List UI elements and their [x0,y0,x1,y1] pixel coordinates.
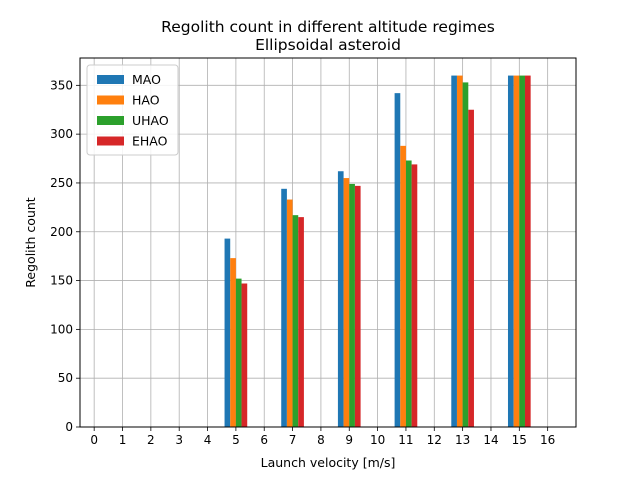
legend-swatch-hao [97,95,124,105]
bar-hao-15 [513,75,520,428]
legend-label-uhao: UHAO [132,113,169,128]
bar-hao-5 [230,258,236,427]
bar-uhao-5 [235,278,242,427]
bar-ehao-15 [524,75,531,428]
legend-label-hao: HAO [132,93,160,108]
legend-swatch-uhao [97,116,124,125]
x-tick-label: 14 [483,433,498,447]
bar-mao-7 [281,188,287,427]
bar-uhao-15 [519,75,525,428]
legend-label-ehao: EHAO [132,134,168,149]
x-tick-label: 8 [317,433,325,447]
y-tick-label: 300 [50,127,73,141]
chart-title: Regolith count in different altitude reg… [161,18,495,36]
y-tick-label: 150 [50,274,73,288]
x-tick-label: 1 [119,433,127,447]
bar-uhao-13 [462,82,469,428]
x-tick-label: 15 [512,433,527,447]
x-tick-label: 10 [370,433,385,447]
bar-ehao-13 [468,109,474,427]
plot-frame [79,57,577,428]
y-tick-label: 50 [58,371,73,385]
bar-mao-11 [394,93,401,428]
bar-hao-7 [286,199,293,427]
chart-subtitle: Ellipsoidal asteroid [255,36,401,54]
legend-frame [86,64,179,156]
x-axis-label: Launch velocity [m/s] [261,455,396,470]
bar-ehao-5 [241,283,248,427]
bar-uhao-7 [292,215,299,427]
legend-swatch-ehao [97,136,124,146]
bar-uhao-9 [349,183,355,427]
y-tick-label: 100 [50,322,73,336]
x-tick-label: 16 [540,433,555,447]
x-tick-label: 2 [147,433,155,447]
y-tick-label: 350 [50,78,73,92]
bar-ehao-7 [298,217,304,427]
x-tick-label: 3 [175,433,183,447]
bar-hao-11 [400,145,406,427]
bar-mao-5 [224,238,231,427]
x-tick-label: 4 [204,433,212,447]
y-tick-label: 250 [50,176,73,190]
x-tick-label: 0 [90,433,98,447]
x-tick-label: 13 [455,433,470,447]
bar-hao-13 [456,75,463,428]
x-tick-label: 9 [345,433,353,447]
x-tick-label: 7 [289,433,297,447]
y-tick-label: 200 [50,225,73,239]
x-tick-label: 5 [232,433,240,447]
legend-label-mao: MAO [132,72,161,87]
bar-ehao-11 [411,164,418,427]
bar-uhao-11 [405,160,412,427]
bar-mao-9 [337,171,344,427]
x-tick-label: 12 [427,433,442,447]
y-tick-label: 0 [65,420,73,434]
legend-swatch-mao [97,75,124,84]
ticks: 0 1 2 3 4 5 6 7 8 9 10 11 12 13 14 15 160501001502002503… [50,78,555,447]
bar-hao-9 [343,178,350,427]
bar-mao-13 [451,75,457,428]
x-tick-label: 11 [398,433,413,447]
bar-mao-15 [507,75,514,428]
bars [224,75,531,428]
bar-ehao-9 [354,185,361,427]
y-axis-label: Regolith count [23,197,38,288]
legend: MAO HAO UHAO EHAO [86,64,179,156]
x-tick-label: 6 [260,433,268,447]
